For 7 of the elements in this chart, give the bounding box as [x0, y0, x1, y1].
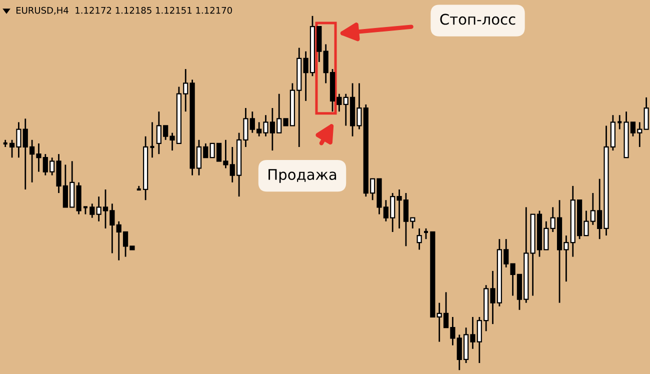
annotation: Продажа: [268, 169, 336, 183]
candlestick: [416, 228, 422, 250]
annotation: Стоп-лосс: [440, 14, 516, 25]
candlestick: [644, 96, 649, 130]
candlestick: [90, 202, 95, 219]
chart-title: EURUSD,H4 1.12172 1.12185 1.12151 1.12170: [16, 6, 232, 15]
candlestick: [149, 121, 156, 158]
